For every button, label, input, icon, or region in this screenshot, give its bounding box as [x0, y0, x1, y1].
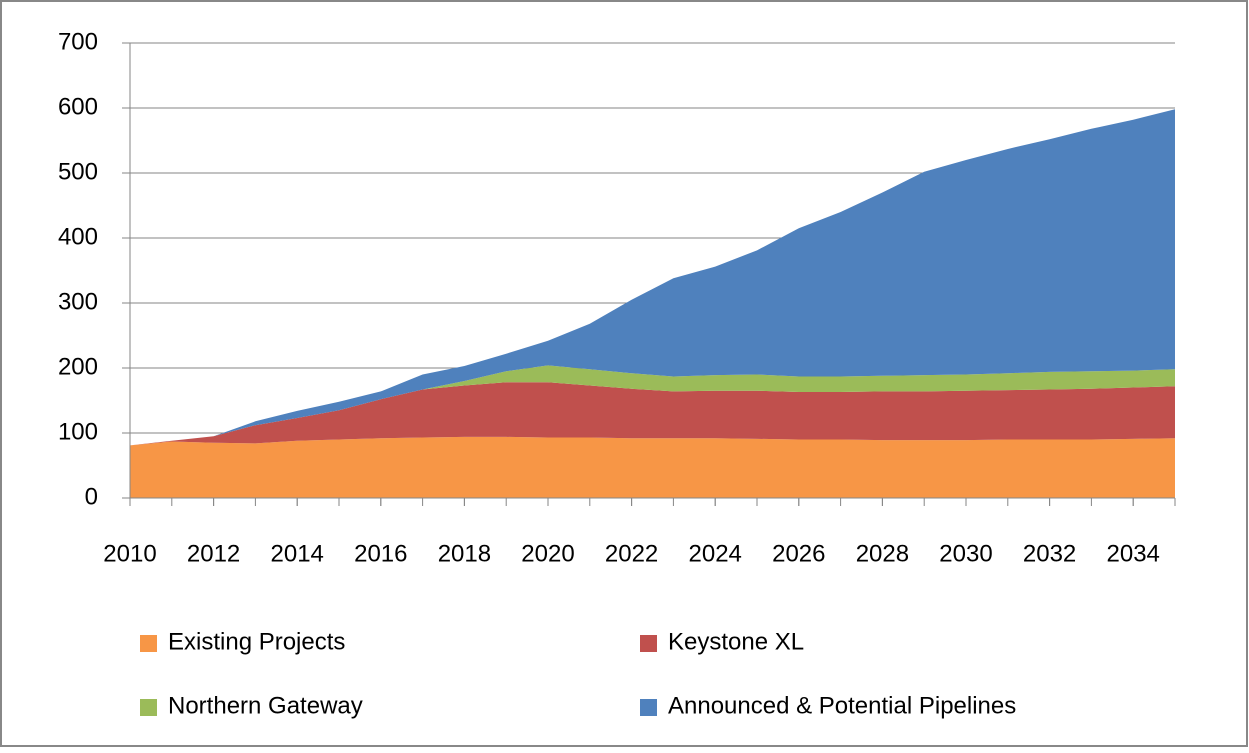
legend-swatch: [640, 635, 657, 652]
legend-swatch: [140, 635, 157, 652]
x-tick-label: 2030: [939, 540, 992, 567]
legend-label: Northern Gateway: [168, 692, 363, 719]
legend-swatch: [140, 699, 157, 716]
y-tick-label: 500: [58, 158, 98, 185]
legend-label: Announced & Potential Pipelines: [668, 692, 1016, 719]
y-tick-label: 600: [58, 93, 98, 120]
legend-label: Existing Projects: [168, 628, 345, 655]
x-tick-label: 2034: [1107, 540, 1160, 567]
x-tick-label: 2028: [856, 540, 909, 567]
x-tick-label: 2022: [605, 540, 658, 567]
x-tick-label: 2020: [521, 540, 574, 567]
x-tick-label: 2016: [354, 540, 407, 567]
x-tick-label: 2010: [103, 540, 156, 567]
x-tick-label: 2012: [187, 540, 240, 567]
x-tick-label: 2024: [689, 540, 742, 567]
area: [130, 365, 1175, 446]
area: [130, 109, 1175, 446]
x-tick-label: 2014: [271, 540, 324, 567]
x-tick-label: 2018: [438, 540, 491, 567]
y-tick-label: 200: [58, 353, 98, 380]
area: [130, 436, 1175, 498]
x-tick-label: 2032: [1023, 540, 1076, 567]
y-tick-label: 300: [58, 288, 98, 315]
legend-label: Keystone XL: [668, 628, 804, 655]
y-tick-label: 400: [58, 223, 98, 250]
legend-swatch: [640, 699, 657, 716]
y-tick-label: 0: [85, 483, 98, 510]
area: [130, 382, 1175, 446]
y-tick-label: 700: [58, 28, 98, 55]
y-tick-label: 100: [58, 418, 98, 445]
x-tick-label: 2026: [772, 540, 825, 567]
